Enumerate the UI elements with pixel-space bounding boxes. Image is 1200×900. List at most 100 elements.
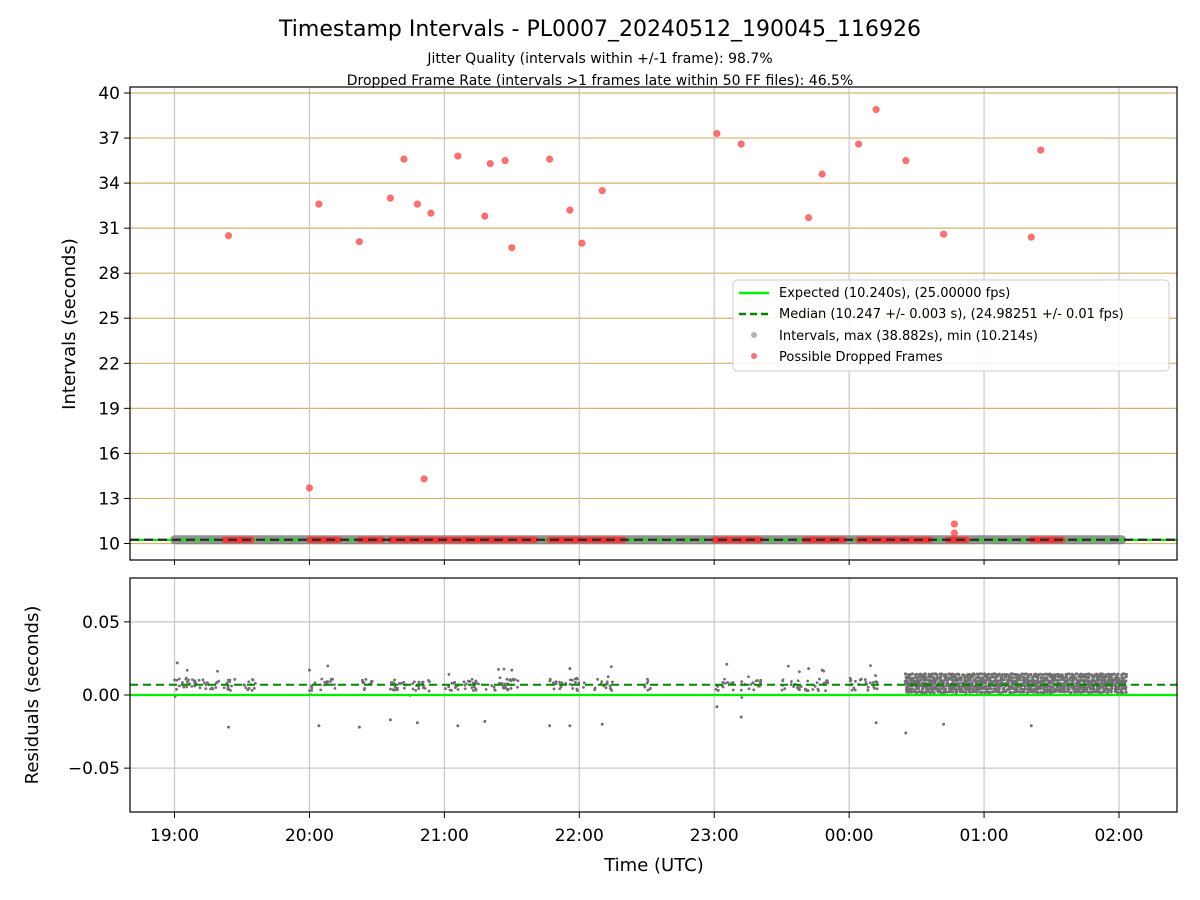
residual-point <box>869 664 872 667</box>
intervals-y-tick-label: 37 <box>98 129 120 149</box>
residual-point <box>725 681 729 685</box>
residual-point <box>185 668 189 672</box>
dropped-frame-point <box>854 140 863 148</box>
residual-point <box>1038 686 1043 691</box>
residual-point <box>1124 675 1128 679</box>
residual-point <box>1062 684 1067 689</box>
residuals-y-tick-label: 0.05 <box>82 613 120 633</box>
residual-point <box>505 677 509 681</box>
residual-point <box>1038 672 1042 676</box>
residual-point <box>950 690 955 694</box>
residual-point <box>873 686 876 690</box>
residual-point <box>1018 676 1022 680</box>
residual-point <box>228 680 232 684</box>
residual-point <box>968 690 972 694</box>
residual-point <box>996 679 1000 683</box>
residual-point <box>444 687 447 690</box>
residual-point <box>1089 673 1094 677</box>
residual-point <box>961 690 966 694</box>
residual-point <box>251 678 255 682</box>
residual-point <box>472 685 476 689</box>
residual-point <box>854 679 857 683</box>
residual-point <box>939 675 943 679</box>
time-x-tick-label: 19:00 <box>150 826 199 846</box>
residual-point <box>198 686 202 690</box>
residual-point <box>593 686 597 690</box>
residual-point <box>1116 676 1120 680</box>
residual-point <box>997 687 1001 691</box>
residual-point <box>1049 688 1053 692</box>
residual-point <box>574 681 577 684</box>
residual-outlier-point <box>942 722 946 726</box>
residual-point <box>571 678 574 682</box>
residual-point <box>1095 678 1099 682</box>
residual-point <box>393 685 397 689</box>
residual-point <box>648 687 652 690</box>
residual-point <box>1042 678 1046 683</box>
residual-point <box>1051 690 1055 694</box>
residual-point <box>210 686 214 690</box>
residual-point <box>463 687 467 691</box>
residual-point <box>908 678 912 682</box>
residual-outlier-point <box>483 719 487 723</box>
residual-outlier-point <box>874 721 878 725</box>
residual-point <box>215 680 219 684</box>
residual-point <box>575 676 579 680</box>
residual-point <box>1019 687 1023 691</box>
residual-point <box>1103 678 1107 682</box>
residual-point <box>506 688 510 692</box>
residual-point <box>904 687 909 692</box>
residual-point <box>1027 679 1032 683</box>
residual-point <box>177 684 181 688</box>
residual-point <box>783 687 787 691</box>
residual-point <box>1103 689 1107 694</box>
residual-point <box>940 687 944 691</box>
time-x-ticks: 19:00 20:00 21:00 22:00 23:00 00:00 01:00 02:00 <box>150 812 1143 846</box>
residual-point <box>740 680 744 684</box>
residual-point <box>972 673 976 677</box>
residual-point <box>244 686 248 690</box>
residual-point <box>325 680 328 684</box>
intervals-y-tick-label: 34 <box>98 174 120 194</box>
residual-point <box>1010 676 1015 680</box>
residual-point <box>987 672 991 676</box>
residual-point <box>222 686 226 690</box>
residual-point <box>751 681 755 685</box>
residual-point <box>752 688 756 692</box>
residual-point <box>568 682 572 686</box>
residual-point <box>1114 685 1119 689</box>
residual-point <box>412 680 416 684</box>
residual-point <box>1062 687 1066 691</box>
residual-outlier-point <box>600 722 604 726</box>
residual-point <box>202 681 206 684</box>
residual-point <box>910 687 914 691</box>
residual-point <box>1074 676 1078 680</box>
residual-point <box>423 686 427 690</box>
residual-point <box>552 687 556 691</box>
residual-point <box>868 681 872 685</box>
residual-point <box>1085 688 1089 692</box>
residual-point <box>600 680 604 683</box>
residual-point <box>959 687 964 692</box>
residual-point <box>824 689 827 693</box>
residual-point <box>577 681 581 685</box>
residual-point <box>185 685 188 689</box>
dropped-frame-point <box>950 520 959 528</box>
residual-point <box>1004 675 1008 679</box>
residual-point <box>509 687 513 690</box>
residual-outlier-point <box>307 668 311 672</box>
residual-point <box>818 677 821 681</box>
residual-point <box>611 680 614 684</box>
residual-point <box>201 678 205 682</box>
residual-point <box>853 688 857 692</box>
residual-point <box>554 680 558 684</box>
residual-point <box>816 689 820 693</box>
residual-point <box>716 688 720 692</box>
residual-point <box>1101 682 1105 686</box>
residual-point <box>477 682 480 686</box>
residual-point <box>915 672 919 676</box>
intervals-series <box>130 105 1177 545</box>
residual-point <box>1114 678 1118 682</box>
